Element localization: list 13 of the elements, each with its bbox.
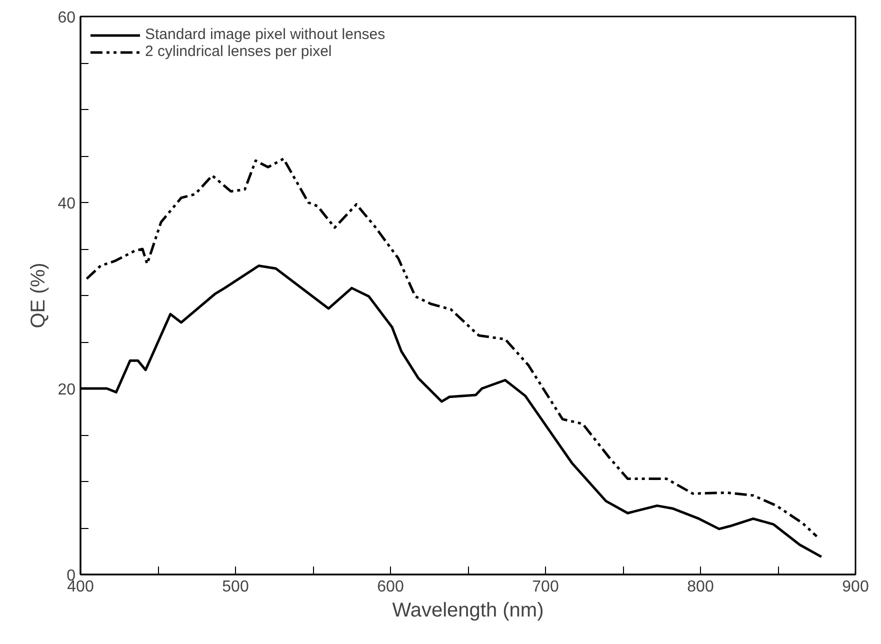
- x-tick-label: 900: [842, 578, 869, 596]
- y-tick-label: 40: [58, 196, 76, 212]
- legend-label: 2 cylindrical lenses per pixel: [145, 43, 332, 60]
- x-tick-label: 600: [377, 578, 404, 596]
- x-axis-title: Wavelength (nm): [392, 600, 544, 622]
- x-tick-label: 800: [687, 578, 714, 596]
- y-tick-label: 20: [58, 382, 76, 398]
- x-tick-label: 500: [222, 578, 249, 596]
- y-tick-label: 60: [58, 10, 76, 26]
- y-axis-title: QE (%): [28, 262, 50, 328]
- legend-label: Standard image pixel without lenses: [145, 26, 386, 43]
- line-series: [85, 158, 818, 538]
- x-tick-label: 700: [532, 578, 559, 596]
